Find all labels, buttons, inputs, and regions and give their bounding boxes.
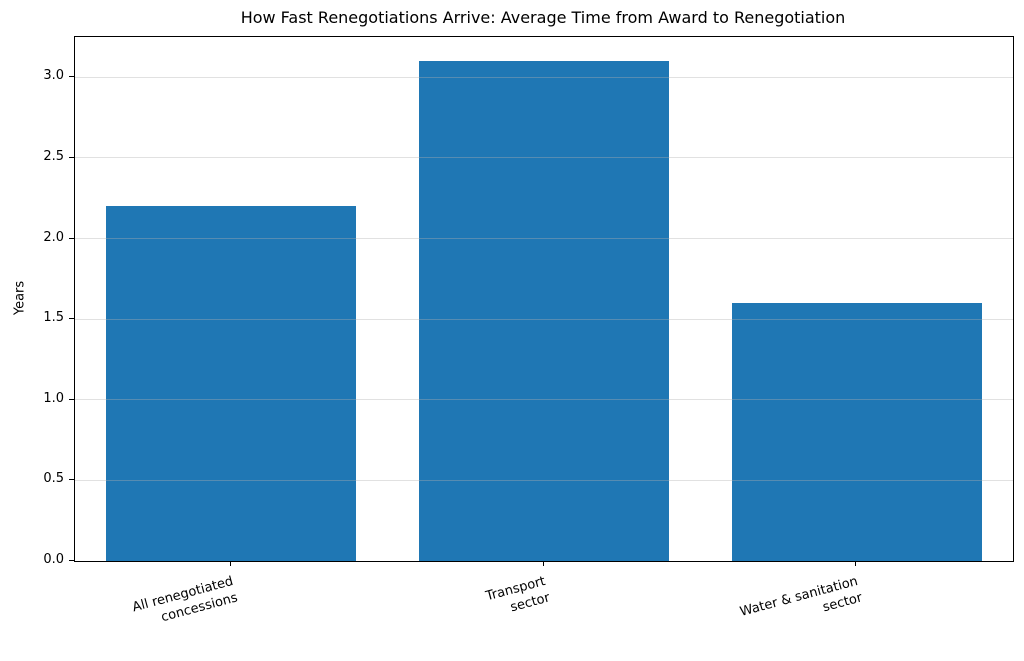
gridline xyxy=(75,238,1013,240)
y-tick-mark xyxy=(69,318,74,320)
y-tick-mark xyxy=(69,156,74,158)
y-tick-mark xyxy=(69,398,74,400)
y-tick-label: 3.0 xyxy=(43,68,64,84)
x-tick-mark xyxy=(229,561,231,566)
gridline xyxy=(75,479,1013,481)
y-tick-label: 0.0 xyxy=(43,552,64,567)
bar xyxy=(731,303,982,561)
x-tick-label: All renegotiated concessions xyxy=(130,573,239,626)
bar xyxy=(418,61,670,561)
y-tick-label: 2.5 xyxy=(43,148,64,164)
x-tick-label: Water & sanitation sector xyxy=(738,573,865,620)
x-tick-label: Transport sector xyxy=(484,573,552,616)
plot-area xyxy=(74,36,1014,562)
y-tick-label: 1.5 xyxy=(43,310,64,326)
gridline xyxy=(75,399,1013,401)
y-tick-mark xyxy=(69,479,74,481)
y-tick-label: 1.0 xyxy=(43,390,64,406)
y-tick-mark xyxy=(69,76,74,78)
x-tick-mark xyxy=(542,561,544,566)
gridline xyxy=(75,76,1013,78)
gridline xyxy=(75,318,1013,320)
y-tick-label: 0.5 xyxy=(43,471,64,487)
gridline xyxy=(75,157,1013,159)
x-tick-mark xyxy=(855,561,857,566)
bar xyxy=(106,206,357,561)
y-tick-mark xyxy=(69,560,74,561)
y-tick-label: 2.0 xyxy=(43,229,64,245)
y-tick-mark xyxy=(69,237,74,239)
chart-title: How Fast Renegotiations Arrive: Average … xyxy=(240,8,846,27)
